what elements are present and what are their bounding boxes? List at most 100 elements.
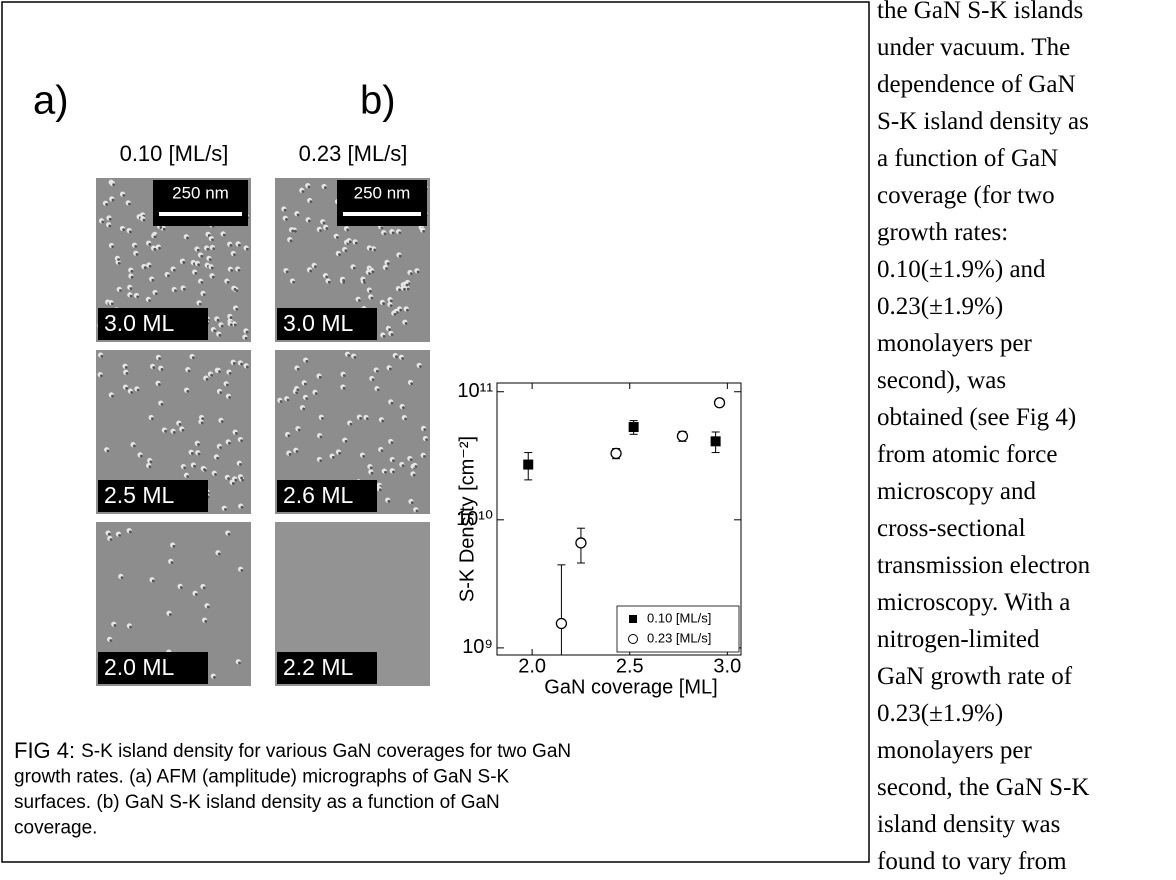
afm-shadow [128, 202, 131, 206]
afm-shadow [238, 661, 241, 665]
afm-shadow [109, 538, 113, 541]
afm-shadow [220, 324, 224, 328]
y-tick-label: 10¹⁰ [456, 508, 493, 530]
afm-shadow [194, 271, 198, 275]
afm-shadow [369, 247, 372, 251]
afm-shadow [382, 302, 385, 305]
plot-area [523, 397, 726, 655]
point [628, 422, 639, 433]
afm-shadow [187, 369, 191, 373]
afm-shadow [148, 465, 152, 469]
afm-shadow [230, 268, 233, 272]
afm-shadow [125, 372, 129, 375]
afm-shadow [107, 532, 111, 536]
text-line: 0.23(±1.9%) [877, 293, 1004, 320]
afm-shadow [99, 374, 103, 378]
afm-shadow [373, 248, 377, 252]
afm-shadow [371, 378, 375, 382]
afm-shadow [418, 365, 422, 368]
afm-shadow [348, 240, 352, 244]
afm-shadow [172, 268, 176, 272]
afm-shadow [240, 476, 244, 480]
afm-shadow [384, 470, 387, 474]
afm-shadow [200, 421, 204, 425]
afm-shadow [207, 234, 211, 237]
afm-shadow [388, 328, 392, 331]
afm-shadow [220, 420, 224, 423]
afm-shadow [404, 321, 408, 325]
afm-shadow [190, 452, 194, 455]
afm-shadow [319, 229, 322, 232]
afm-shadow [412, 473, 416, 477]
afm-shadow [398, 254, 402, 258]
afm-shadow [101, 220, 105, 224]
afm-shadow [181, 428, 185, 432]
afm-shadow [151, 579, 155, 583]
afm-shadow [120, 576, 124, 580]
afm-shadow [178, 422, 182, 426]
figure: a) b) 0.10 [ML/s] 3.0 ML 250 nm 2.5 ML 2.0 M… [1, 1, 870, 863]
afm-shadow [369, 466, 373, 470]
scale-bar-box [337, 180, 427, 226]
rate-label: 0.23 [ML/s] [299, 141, 408, 166]
afm-shadow [279, 400, 283, 403]
afm-shadow [349, 422, 353, 426]
afm-shadow [292, 280, 296, 284]
afm-shadow [378, 488, 382, 492]
afm-shadow [234, 431, 238, 435]
scale-bar-box [153, 180, 248, 226]
image-label: 2.0 ML [104, 654, 175, 680]
afm-shadow [386, 262, 390, 265]
point [555, 617, 568, 630]
afm-shadow [226, 280, 230, 284]
afm-shadow [381, 419, 385, 423]
afm-shadow [422, 229, 426, 233]
afm-shadow [149, 460, 153, 464]
afm-shadow [401, 464, 405, 468]
afm-shadow [228, 396, 232, 399]
afm-shadow [229, 243, 233, 247]
afm-shadow [245, 247, 249, 251]
afm-shadow [196, 248, 200, 252]
afm-shadow [179, 586, 183, 589]
afm-shadow [338, 253, 341, 256]
afm-shadow [172, 544, 176, 548]
text-line: obtained (see Fig 4) [877, 404, 1077, 431]
caption-label: FIG 4: [14, 738, 75, 763]
afm-shadow [158, 246, 161, 250]
afm-shadow [303, 382, 307, 386]
y-axis-label: S-K Density [cm⁻²] [456, 436, 478, 602]
afm-shadow [159, 226, 163, 229]
afm-shadow [129, 294, 133, 298]
afm-shadow [338, 451, 342, 455]
afm-shadow [301, 190, 305, 193]
afm-shadow [200, 254, 204, 258]
afm-shadow [136, 295, 140, 299]
image-label-box [98, 480, 208, 512]
afm-shadow [108, 224, 112, 228]
afm-shadow [388, 367, 392, 371]
afm-shadow [321, 417, 324, 420]
afm-shadow [390, 333, 394, 336]
text-line: a function of GaN [877, 145, 1059, 172]
afm-shadow [325, 275, 329, 279]
afm-shadow [203, 468, 206, 472]
afm-shadow [206, 605, 210, 609]
afm-shadow [342, 278, 346, 282]
afm-shadow [240, 362, 243, 366]
afm-shadow [406, 308, 409, 312]
afm-shadow [347, 353, 351, 357]
afm-shadow [401, 357, 405, 360]
image-label: 2.6 ML [283, 482, 354, 508]
image-label-box [277, 480, 377, 512]
y-tick-label: 10⁹ [462, 636, 493, 658]
afm-shadow [202, 293, 206, 296]
afm-shadow [344, 249, 348, 253]
afm-shadow [344, 439, 348, 443]
afm-shadow [219, 391, 223, 394]
image-label-box [277, 652, 377, 684]
afm-shadow [216, 456, 220, 460]
afm-shadow [410, 501, 414, 505]
afm-shadow [130, 275, 134, 279]
afm-shadow [128, 230, 132, 234]
